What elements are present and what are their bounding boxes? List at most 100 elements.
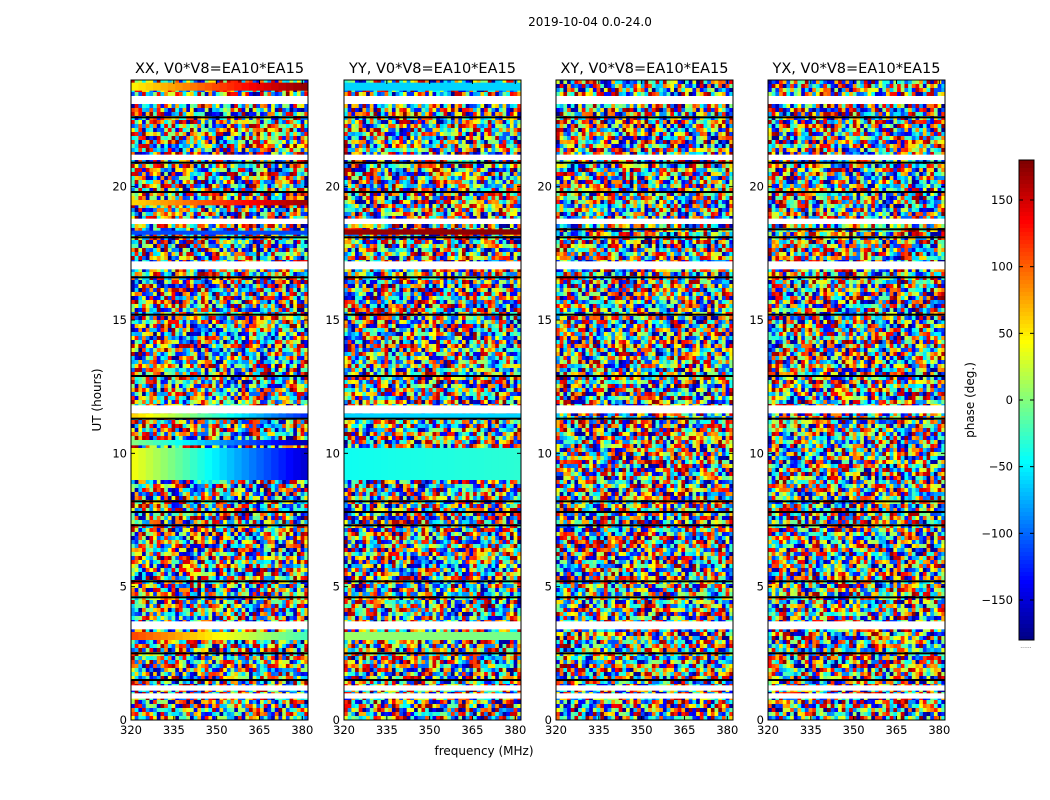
colorbar-segment [1019,576,1034,581]
coherent-band-5 [425,82,433,91]
coherent-band-5 [476,82,485,91]
x-tick-label: 335 [163,723,185,737]
colorbar-segment [1019,516,1034,521]
coherent-band-1 [160,440,169,446]
coherent-band-3 [498,632,507,640]
colorbar-segment [1019,336,1034,341]
flag-line [556,580,733,583]
coherent-band-3 [432,632,441,640]
y-tick-label: 15 [112,313,127,327]
coherent-band-4 [395,229,404,235]
y-tick-label: 10 [112,446,127,460]
coherent-band-6 [293,82,302,91]
colorbar-segment [1019,348,1034,353]
coherent-band-3 [131,448,139,480]
coherent-band-5 [447,82,456,91]
x-tick-label: 350 [631,723,653,737]
coherent-band-4 [271,632,279,640]
coherent-band-4 [175,632,184,640]
colorbar-segment [1019,300,1034,305]
colorbar-segment [1019,232,1034,237]
coherent-band-2 [417,413,426,419]
coherent-band-6 [204,82,213,91]
coherent-band-5 [271,200,279,206]
coherent-band-5 [439,82,448,91]
flag-line [768,116,945,119]
coherent-band-2 [403,413,411,419]
coherent-band-5 [300,200,309,206]
colorbar-segment [1019,504,1034,509]
coherent-band-4 [491,229,500,235]
colorbar-segment [1019,420,1034,425]
coherent-band-7 [160,230,169,235]
coherent-band-2 [263,413,272,419]
colorbar-segment [1019,484,1034,489]
colorbar-segment [1019,328,1034,333]
colorbar-segment [1019,360,1034,365]
y-tick-label: 15 [537,313,552,327]
coherent-band-1 [285,440,294,446]
coherent-band-5 [263,200,272,206]
coherent-band-5 [182,200,191,206]
colorbar-segment [1019,612,1034,617]
y-tick-label: 20 [749,180,764,194]
flag-line [768,417,945,420]
colorbar-segment [1019,488,1034,493]
coherent-band-7 [197,230,206,235]
coherent-band-3 [417,632,426,640]
colorbar-label: phase (deg.) [963,362,977,438]
coherent-band-3 [476,632,485,640]
colorbar-segment [1019,312,1034,317]
coherent-band-4 [241,632,250,640]
coherent-band-3 [454,632,463,640]
flag-line [556,596,733,599]
coherent-band-2 [373,413,382,419]
coherent-band-2 [167,413,176,419]
coherent-band-3 [153,448,161,480]
coherent-band-5 [351,82,360,91]
blank-band [344,154,521,160]
coherent-band-4 [447,229,456,235]
coherent-band-3 [234,448,243,480]
colorbar-segment [1019,216,1034,221]
y-tick-label: 0 [120,713,127,727]
coherent-band-1 [249,440,257,446]
colorbar-segment [1019,384,1034,389]
colorbar-tick-label: 0 [1006,393,1013,407]
coherent-band-4 [278,632,287,640]
blank-band [768,96,945,104]
coherent-band-3 [410,632,419,640]
blank-band [768,693,945,699]
flag-line [131,236,308,239]
coherent-band-1 [403,448,411,480]
colorbar-segment [1019,340,1034,345]
colorbar-segment [1019,364,1034,369]
x-tick-label: 320 [545,723,567,737]
coherent-band-3 [469,632,478,640]
colorbar-segment [1019,176,1034,181]
colorbar-segment [1019,192,1034,197]
coherent-band-6 [234,82,243,91]
coherent-band-3 [447,632,456,640]
flag-line [344,236,521,239]
y-tick-label: 5 [545,580,552,594]
coherent-band-5 [366,82,374,91]
coherent-band-3 [403,632,411,640]
coherent-band-1 [145,440,154,446]
coherent-band-1 [300,440,309,446]
coherent-band-6 [160,82,169,91]
blank-band [131,218,308,224]
blank-band [131,261,308,270]
y-tick-label: 10 [325,446,340,460]
coherent-band-5 [395,82,404,91]
flag-line [556,417,733,420]
coherent-band-3 [226,448,235,480]
colorbar-segment [1019,208,1034,213]
coherent-band-3 [300,448,309,480]
coherent-band-1 [395,448,404,480]
colorbar-segment [1019,548,1034,553]
y-tick-label: 5 [757,580,764,594]
coherent-band-3 [182,448,191,480]
coherent-band-1 [366,448,374,480]
blank-band [131,154,308,160]
